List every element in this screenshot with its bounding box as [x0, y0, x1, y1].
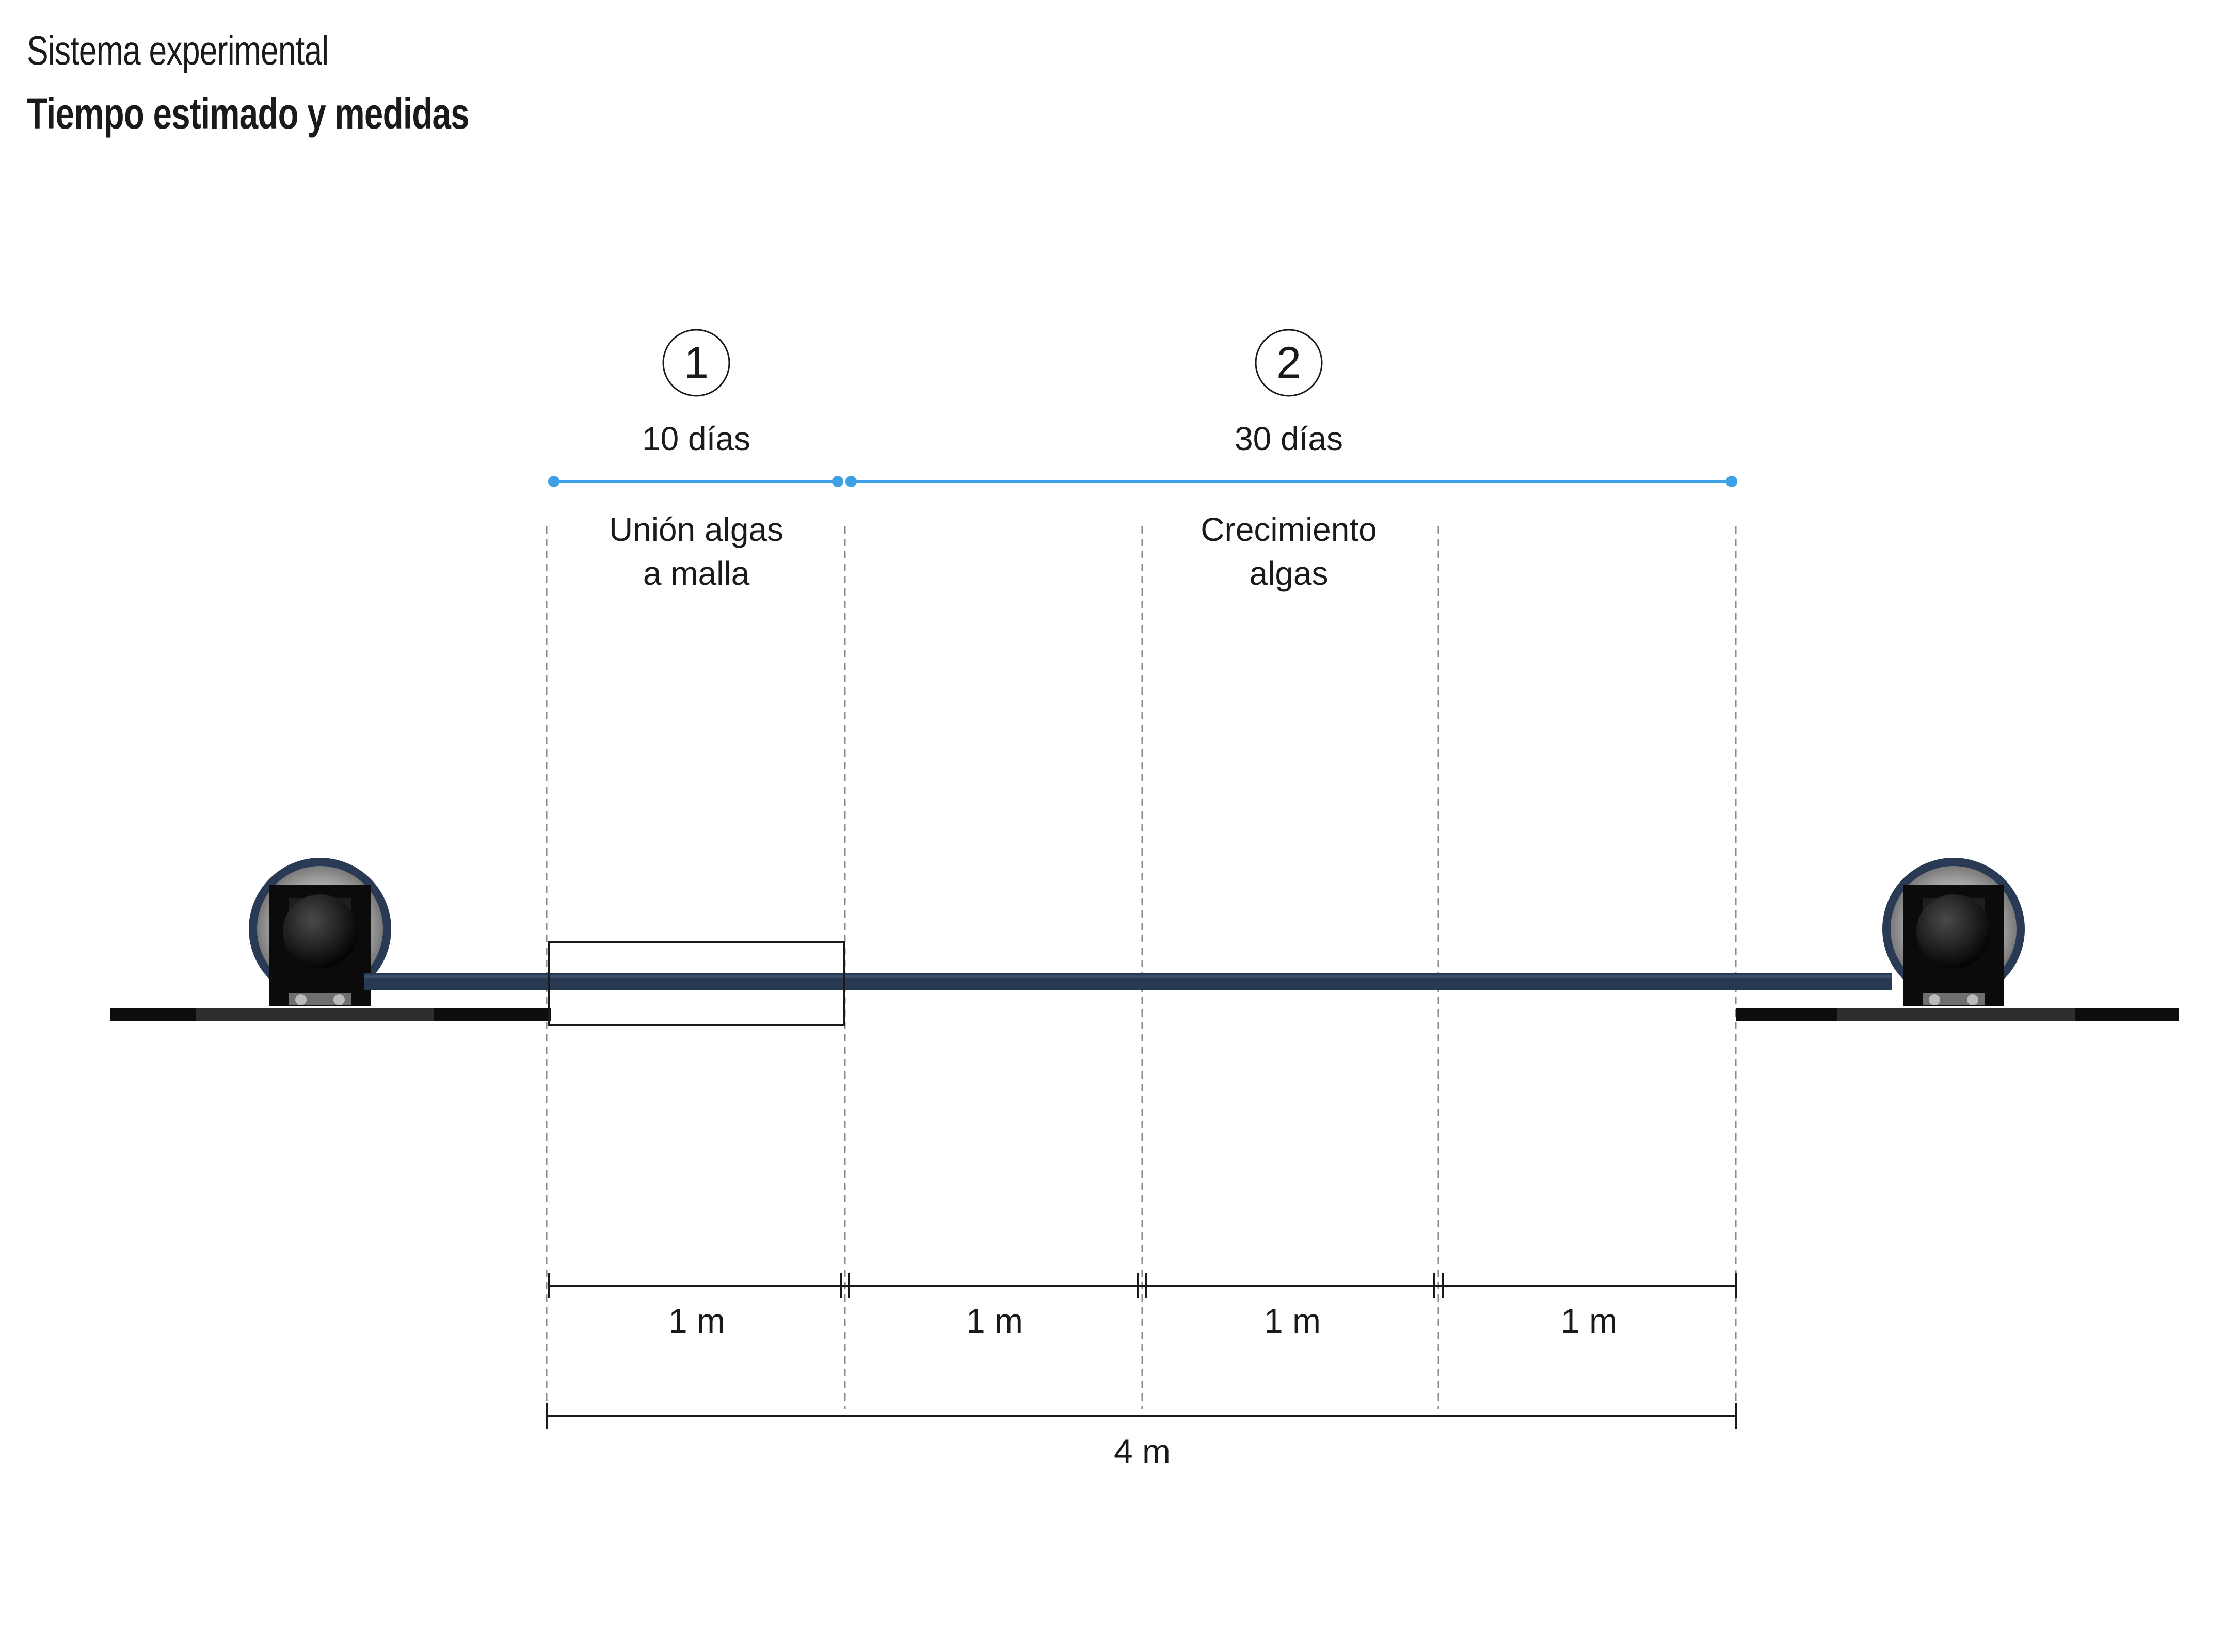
stage-2-label-line1: Crecimiento — [1201, 511, 1377, 548]
total-length-label: 4 m — [1114, 1432, 1171, 1470]
timeline-stage-1 — [548, 476, 843, 487]
diagram-title: Tiempo estimado y medidas — [27, 89, 470, 138]
segment-1-label: 1 m — [668, 1302, 725, 1340]
timeline-stage-2 — [845, 476, 1737, 487]
ground-right — [1736, 1008, 2179, 1021]
ground-left — [110, 1008, 551, 1021]
diagram-subtitle: Sistema experimental — [27, 27, 329, 73]
total-dimension — [546, 1403, 1737, 1429]
segment-2-label: 1 m — [966, 1302, 1023, 1340]
stage-1-marker: 1 — [662, 329, 730, 397]
stage-2-label-line2: algas — [1250, 555, 1329, 592]
stage-1-number: 1 — [684, 338, 709, 388]
stage-2-duration: 30 días — [1235, 420, 1343, 457]
stage-1-label-line1: Unión algas — [609, 511, 783, 548]
segment-3-label: 1 m — [1264, 1302, 1321, 1340]
stage-2-number: 2 — [1276, 338, 1301, 388]
winch-left — [249, 858, 391, 1006]
segment-dimensions — [548, 1273, 1737, 1298]
stage-1-duration: 10 días — [642, 420, 750, 457]
stage-1-label-line2: a malla — [643, 555, 750, 592]
winch-right — [1882, 858, 2025, 1006]
meter-guides — [546, 526, 1737, 1409]
attachment-zone-box — [548, 941, 845, 1026]
stage-2-marker: 2 — [1255, 329, 1323, 397]
segment-4-label: 1 m — [1561, 1302, 1618, 1340]
